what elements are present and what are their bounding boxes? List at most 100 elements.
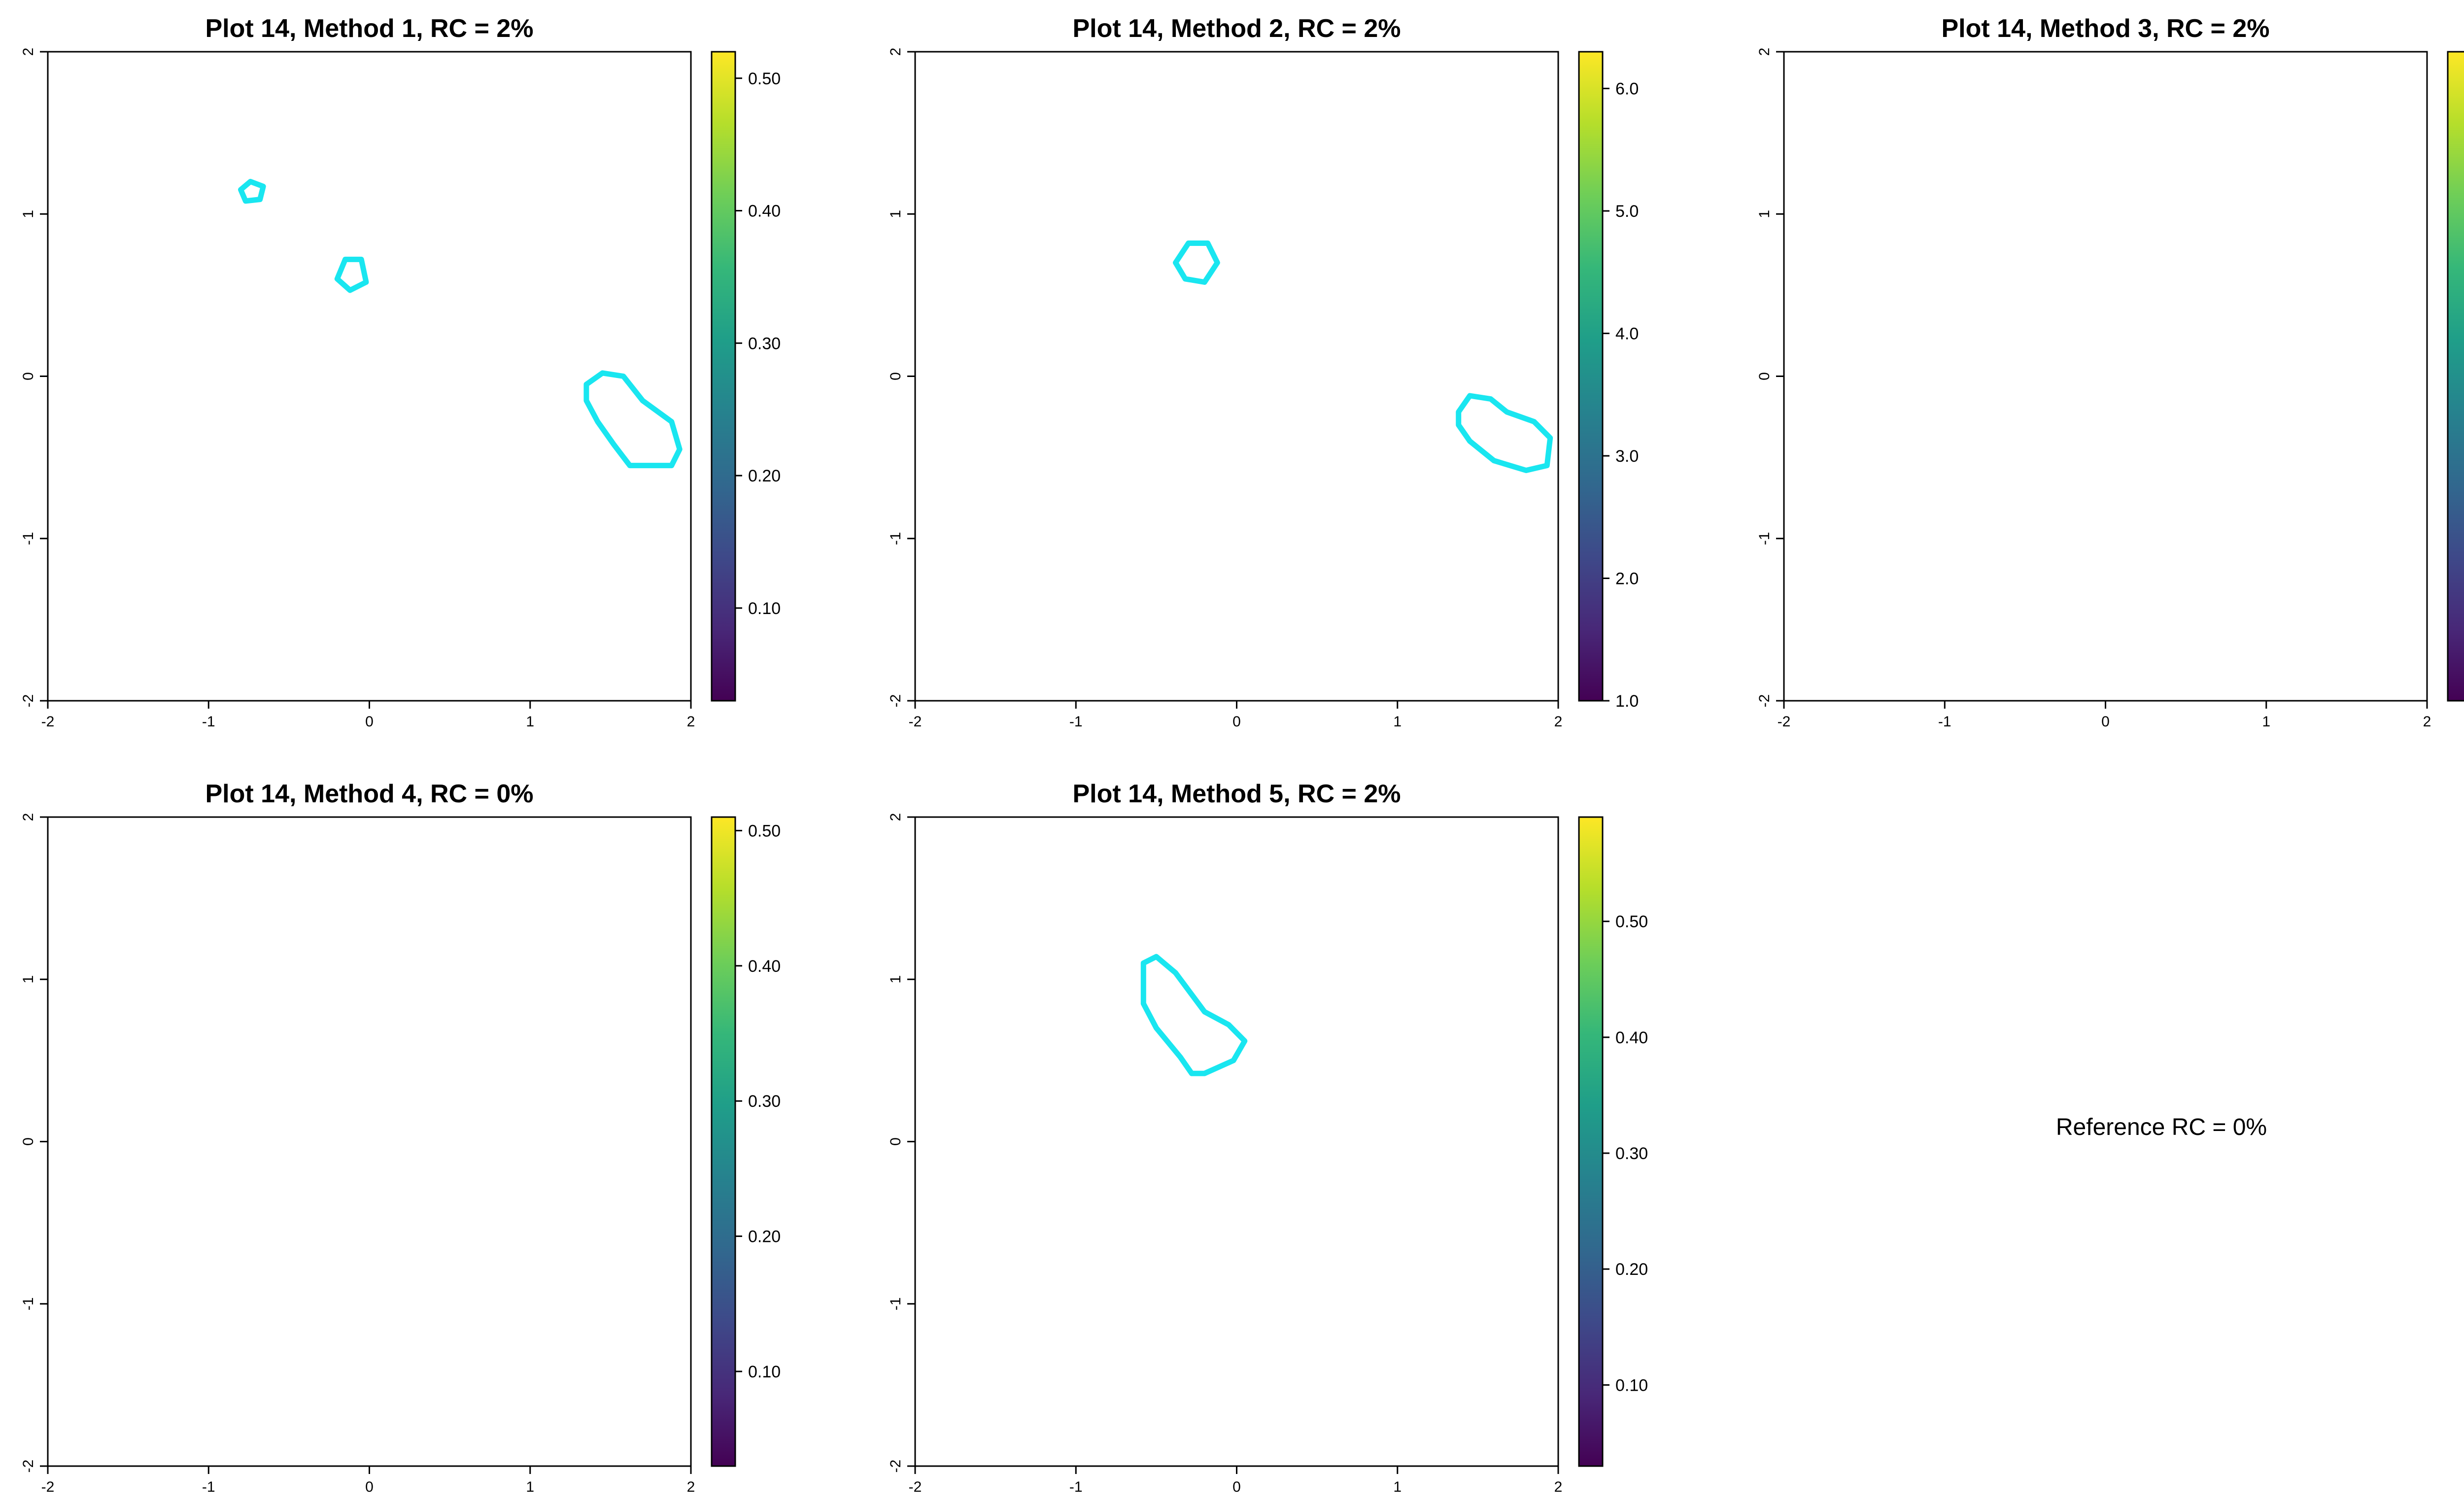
heat-patch [318, 233, 341, 250]
heat-patch [1433, 311, 1475, 344]
y-tick-label: 0 [20, 372, 36, 380]
contour-line [1173, 240, 1220, 285]
contour-line [238, 178, 266, 204]
x-tick-label: 2 [2423, 714, 2431, 730]
heat-patch [1962, 162, 1991, 201]
contour-line [334, 256, 369, 293]
colorbar-tick-label: 1.0 [1615, 692, 1639, 711]
y-tick-label: -2 [20, 1460, 36, 1473]
contour-line [583, 370, 683, 469]
colorbar-tick-label: 4.0 [1615, 325, 1639, 343]
heat-patch [1151, 979, 1177, 1012]
heat-patch [586, 1028, 609, 1051]
heat-patch [2309, 321, 2332, 341]
heat-patch [2051, 287, 2064, 304]
colorbar-tick-label: 0.10 [748, 1363, 781, 1381]
x-tick-label: 1 [526, 1479, 534, 1495]
colorbar-tick-label: 0.20 [748, 467, 781, 485]
y-tick-label: -1 [888, 1297, 904, 1310]
x-tick-label: -1 [1069, 714, 1083, 730]
panel-3: Plot 14, Method 3, RC = 2% -2 -1 0 1 2 -2 -1 0 1 2… [1756, 14, 2464, 730]
x-tick-label: 0 [2101, 714, 2110, 730]
y-tick-label: -2 [1756, 694, 1773, 708]
x-tick-label: 1 [2262, 714, 2270, 730]
heat-patch [224, 930, 257, 970]
heat-patch [1986, 133, 2000, 166]
y-tick-label: 0 [888, 1137, 904, 1146]
heat-patch [329, 1406, 345, 1429]
colorbar [1578, 51, 1604, 702]
heat-patch [2323, 263, 2345, 285]
panel-1: Plot 14, Method 1, RC = 2% -2 -1 0 1 2 -2 -1 0 1 2… [20, 14, 781, 730]
x-tick-label: 2 [687, 714, 695, 730]
heat-patch [630, 1176, 675, 1221]
heat-patch [295, 219, 321, 235]
panel-title: Plot 14, Method 2, RC = 2% [1072, 14, 1401, 43]
heat-patch [1471, 411, 1542, 462]
panel-2: Plot 14, Method 2, RC = 2% -2 -1 0 1 2 -2 -1 0 1 2… [888, 14, 1639, 730]
colorbar-tick-label: 0.20 [1615, 1260, 1648, 1279]
y-tick-label: -1 [1756, 532, 1773, 545]
colorbar-tick-label: 0.20 [748, 1228, 781, 1246]
heat-patch [305, 1002, 363, 1061]
colorbar-tick-label: 0.50 [748, 822, 781, 840]
x-tick-label: 1 [1393, 1479, 1402, 1495]
heatmap-cells [1848, 52, 2411, 660]
colorbar-tick-label: 0.50 [748, 69, 781, 88]
panel-title: Plot 14, Method 3, RC = 2% [1941, 14, 2269, 43]
y-tick-label: 0 [888, 372, 904, 380]
colorbar-tick-label: 0.30 [748, 334, 781, 353]
heat-patch [2129, 52, 2162, 70]
plot-frame [1783, 51, 2428, 702]
panel-title: Plot 14, Method 5, RC = 2% [1072, 780, 1401, 808]
heatmap-cells [240, 183, 674, 461]
y-tick-label: 2 [1756, 48, 1773, 56]
x-tick-label: 0 [365, 1479, 374, 1495]
colorbar-tick-label: 0.40 [1615, 1028, 1648, 1047]
y-tick-label: 1 [1756, 210, 1773, 218]
y-tick-label: 1 [888, 210, 904, 218]
x-tick-label: -2 [41, 1479, 55, 1495]
colorbar-tick-label: 0.40 [748, 202, 781, 221]
x-tick-label: 1 [1393, 714, 1402, 730]
y-tick-label: 2 [20, 813, 36, 822]
colorbar-tick-label: 2.0 [1615, 570, 1639, 588]
y-tick-label: -1 [888, 532, 904, 545]
y-tick-label: 2 [888, 813, 904, 822]
y-tick-label: 2 [888, 48, 904, 56]
plot-frame [914, 51, 1559, 702]
colorbar-tick-label: 3.0 [1615, 447, 1639, 466]
colorbar [1578, 816, 1604, 1467]
heat-patch [104, 1150, 137, 1182]
heat-patch [163, 1122, 190, 1135]
x-tick-label: 0 [365, 714, 374, 730]
colorbar [2447, 51, 2464, 702]
colorbar-tick-label: 0.10 [748, 599, 781, 618]
heatmap-cells [104, 817, 675, 1429]
y-tick-label: 1 [20, 975, 36, 984]
y-tick-label: 0 [20, 1137, 36, 1146]
x-tick-label: 2 [1554, 1479, 1563, 1495]
heat-patch [1901, 353, 1924, 367]
x-tick-label: 0 [1232, 1479, 1241, 1495]
y-tick-label: 1 [20, 210, 36, 218]
x-tick-label: -2 [909, 1479, 922, 1495]
x-tick-label: 2 [687, 1479, 695, 1495]
colorbar [711, 51, 736, 702]
x-tick-label: 2 [1554, 714, 1563, 730]
heat-patch [634, 409, 674, 451]
y-tick-label: -1 [20, 532, 36, 545]
heat-patch [1465, 1174, 1523, 1223]
plot-frame [47, 816, 692, 1467]
x-tick-label: -1 [1938, 714, 1951, 730]
panel-5: Plot 14, Method 5, RC = 2% -2 -1 0 1 2 -2 -1 0 1 2… [888, 780, 1648, 1495]
colorbar-tick-label: 5.0 [1615, 202, 1639, 221]
y-tick-label: 1 [888, 975, 904, 984]
heat-patch [393, 817, 426, 835]
x-tick-label: -1 [1069, 1479, 1083, 1495]
heat-patch [2366, 411, 2411, 456]
contour-line [1456, 393, 1553, 473]
y-tick-label: 2 [20, 48, 36, 56]
panel-title: Plot 14, Method 4, RC = 0% [205, 780, 533, 808]
